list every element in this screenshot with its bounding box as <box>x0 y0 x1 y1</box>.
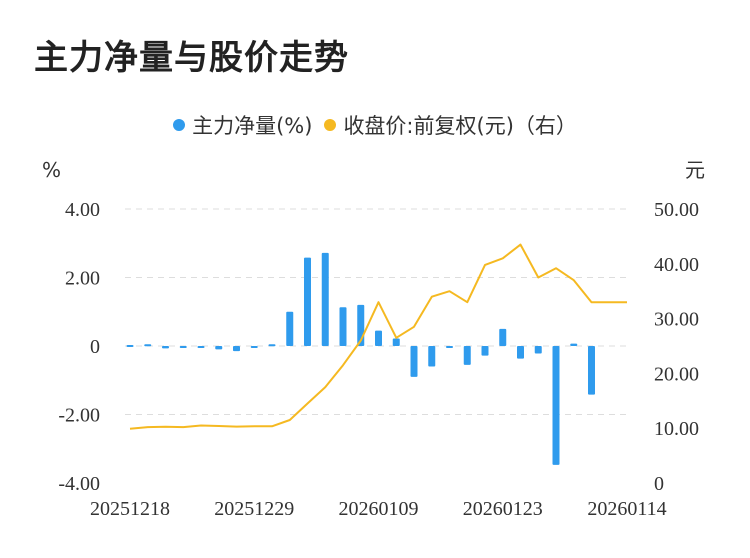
left-axis-tick-label: 0 <box>90 336 100 358</box>
legend-label-close-price: 收盘价:前复权(元)（右） <box>343 114 577 138</box>
legend-label-net-volume: 主力净量(%) <box>192 114 313 138</box>
grid-layer <box>125 208 630 415</box>
bar <box>162 346 169 349</box>
x-axis-tick-label: 20251218 <box>90 498 170 520</box>
left-axis-tick-label: 2.00 <box>65 268 100 290</box>
legend-item-close-price[interactable]: 收盘价:前复权(元)（右） <box>324 110 577 140</box>
bar-series <box>126 252 595 465</box>
axis-layer: % 元 4.00 2.00 0 -2.00 -4.00 50.00 40.00 30.00 20… <box>42 158 705 520</box>
right-axis-tick-label: 20.00 <box>654 363 699 385</box>
legend-item-net-volume[interactable]: 主力净量(%) <box>173 110 312 140</box>
bar <box>250 346 258 348</box>
legend-dot-bar <box>173 119 186 131</box>
bar <box>126 344 134 347</box>
bar <box>215 346 223 350</box>
x-axis-tick-label: 20260114 <box>587 498 666 520</box>
bar <box>179 346 187 348</box>
bar <box>375 330 382 346</box>
bar <box>463 346 471 365</box>
line-series <box>129 243 627 430</box>
bar <box>197 346 205 348</box>
bar <box>144 344 152 347</box>
close-price-line <box>129 243 627 430</box>
left-axis-unit: % <box>42 158 61 182</box>
x-axis-tick-label: 20260123 <box>463 498 543 520</box>
left-axis-tick-label: 4.00 <box>65 199 100 221</box>
bar <box>321 252 329 346</box>
bar <box>392 338 400 346</box>
right-axis-tick-label: 0 <box>654 473 664 495</box>
left-axis-tick-label: -4.00 <box>58 473 100 495</box>
bar <box>339 307 347 346</box>
bar <box>428 346 436 367</box>
left-axis-tick-label: -2.00 <box>58 405 100 427</box>
bar <box>286 311 294 346</box>
right-axis-unit: 元 <box>685 158 705 182</box>
bar <box>499 328 507 346</box>
chart-title: 主力净量与股价走势 <box>34 38 349 78</box>
bar <box>233 346 240 352</box>
legend-dot-line <box>324 119 337 131</box>
right-axis-tick-label: 40.00 <box>654 254 699 276</box>
x-axis-tick-label: 20260109 <box>339 498 419 520</box>
bar <box>481 346 489 356</box>
bar <box>268 344 276 347</box>
bar <box>570 343 578 346</box>
x-axis-tick-label: 20251229 <box>214 498 294 520</box>
bar <box>588 346 595 395</box>
bar <box>534 346 542 354</box>
bar <box>304 257 311 346</box>
bar <box>552 346 560 465</box>
right-axis-tick-label: 10.00 <box>654 418 699 440</box>
bar <box>517 346 524 359</box>
right-axis-tick-label: 50.00 <box>654 199 699 221</box>
bar <box>410 346 418 377</box>
right-axis-tick-label: 30.00 <box>654 309 699 331</box>
legend: 主力净量(%) 收盘价:前复权(元)（右） <box>0 110 750 140</box>
bar <box>446 346 453 348</box>
